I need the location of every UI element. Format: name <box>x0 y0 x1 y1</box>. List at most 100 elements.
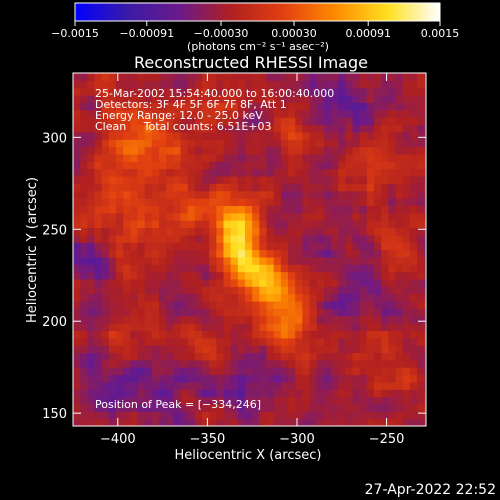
heatmap-cell <box>352 264 361 273</box>
heatmap-cell <box>388 323 397 331</box>
heatmap-cell <box>137 87 146 96</box>
heatmap-cell <box>388 168 397 177</box>
heatmap-cell <box>359 190 368 199</box>
heatmap-cell <box>94 337 103 346</box>
heatmap-cell <box>108 242 117 251</box>
heatmap-cell <box>187 80 196 89</box>
heatmap-cell <box>130 278 139 287</box>
heatmap-cell <box>180 87 189 96</box>
y-axis-label: Heliocentric Y (arcsec) <box>25 177 40 323</box>
heatmap-cell <box>151 359 160 368</box>
heatmap-cell <box>123 308 131 317</box>
heatmap-cell <box>130 109 139 118</box>
heatmap-cell <box>309 323 318 331</box>
heatmap-cell <box>245 330 253 339</box>
heatmap-cell <box>151 381 160 390</box>
heatmap-cell <box>173 205 182 214</box>
heatmap-cell <box>209 374 217 383</box>
heatmap-cell <box>417 124 425 133</box>
heatmap-cell <box>345 87 354 96</box>
heatmap-cell <box>280 242 289 251</box>
heatmap-cell <box>316 264 325 273</box>
heatmap-cell <box>194 367 203 376</box>
heatmap-cell <box>316 87 325 96</box>
heatmap-cell <box>417 161 425 170</box>
heatmap-cell <box>216 264 225 273</box>
heatmap-cell <box>187 242 196 251</box>
heatmap-cell <box>366 271 375 280</box>
heatmap-cell <box>230 205 239 214</box>
heatmap-cell <box>180 205 189 214</box>
heatmap-cell <box>424 124 426 133</box>
heatmap-cell <box>345 389 354 398</box>
heatmap-cell <box>295 183 303 192</box>
heatmap-cell <box>130 205 139 214</box>
heatmap-cell <box>359 73 368 81</box>
heatmap-cell <box>94 183 103 192</box>
heatmap-cell <box>381 337 389 346</box>
heatmap-cell <box>331 212 339 221</box>
heatmap-cell <box>338 161 346 170</box>
heatmap-cell <box>381 264 389 273</box>
heatmap-cell <box>173 139 182 148</box>
heatmap-cell <box>116 293 124 302</box>
heatmap-cell <box>331 249 339 258</box>
heatmap-cell <box>323 308 332 317</box>
colorbar-ticks: −0.0015 −0.00091 −0.00030 0.00030 0.00091 0.0… <box>51 21 459 40</box>
heatmap-cell <box>101 271 110 280</box>
heatmap-cell <box>323 117 332 126</box>
heatmap-cell <box>209 131 217 140</box>
heatmap-cell <box>302 153 311 162</box>
heatmap-cell <box>280 146 289 155</box>
heatmap-cell <box>252 190 260 199</box>
heatmap-cell <box>252 337 260 346</box>
heatmap-cell <box>388 146 397 155</box>
heatmap-cell <box>280 389 289 398</box>
heatmap-cell <box>137 153 146 162</box>
heatmap-cell <box>302 220 311 229</box>
heatmap-cell <box>151 234 160 243</box>
heatmap-cell <box>73 73 81 81</box>
heatmap-cell <box>395 175 404 184</box>
heatmap-cell <box>323 256 332 265</box>
heatmap-cell <box>223 168 232 177</box>
heatmap-cell <box>159 308 167 317</box>
heatmap-cell <box>295 109 303 118</box>
heatmap-cell <box>151 161 160 170</box>
heatmap-cell <box>187 124 196 133</box>
heatmap-cell <box>273 389 282 398</box>
heatmap-cell <box>151 411 160 420</box>
heatmap-cell <box>130 330 139 339</box>
heatmap-cell <box>230 220 239 229</box>
heatmap-cell <box>101 367 110 376</box>
heatmap-cell <box>223 293 232 302</box>
heatmap-cell <box>137 323 146 331</box>
heatmap-cell <box>80 234 88 243</box>
heatmap-cell <box>245 227 253 236</box>
heatmap-cell <box>395 161 404 170</box>
heatmap-cell <box>395 249 404 258</box>
heatmap-cell <box>230 345 239 354</box>
heatmap-cell <box>159 109 167 118</box>
heatmap-cell <box>245 418 253 426</box>
heatmap-cell <box>116 418 124 426</box>
heatmap-cell <box>273 367 282 376</box>
heatmap-cell <box>273 131 282 140</box>
heatmap-cell <box>259 131 268 140</box>
heatmap-cell <box>116 381 124 390</box>
heatmap-cell <box>302 146 311 155</box>
heatmap-cell <box>144 234 153 243</box>
y-tick-label: 200 <box>42 315 67 330</box>
heatmap-cell <box>130 124 139 133</box>
heatmap-cell <box>80 183 88 192</box>
heatmap-cell <box>417 396 425 405</box>
heatmap-cell <box>137 102 146 111</box>
heatmap-cell <box>409 367 418 376</box>
heatmap-cell <box>180 249 189 258</box>
heatmap-cell <box>202 124 210 133</box>
heatmap-cell <box>166 95 174 104</box>
heatmap-cell <box>230 278 239 287</box>
heatmap-cell <box>73 249 81 258</box>
heatmap-cell <box>80 330 88 339</box>
